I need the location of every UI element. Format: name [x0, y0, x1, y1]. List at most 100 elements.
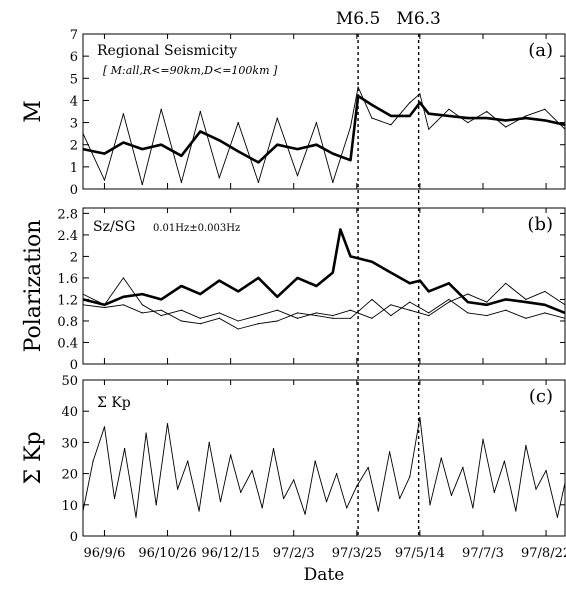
y-tick-label-a: 5 [70, 72, 78, 87]
data-point-a-0 [103, 152, 106, 155]
y-tick-label-b: 2.8 [57, 207, 78, 222]
data-point-b-0 [332, 271, 334, 274]
series-line-a-1 [82, 86, 566, 186]
data-point-b-1 [199, 317, 201, 319]
data-point-a-0 [448, 115, 450, 117]
data-point-a-0 [332, 152, 334, 155]
data-point-c-0 [251, 469, 253, 472]
data-point-b-2 [525, 317, 527, 319]
panel-label-a: (a) [528, 40, 553, 61]
data-point-a-1 [505, 126, 507, 128]
event-marker-label: M6.5 [336, 9, 380, 29]
data-point-b-0 [371, 261, 373, 263]
panel-frame-a [82, 33, 566, 190]
y-tick-label-b: 1.2 [57, 293, 78, 308]
data-point-a-0 [371, 104, 373, 106]
y-tick-label-a: 3 [70, 117, 78, 132]
data-point-c-0 [367, 466, 369, 468]
data-point-a-0 [349, 159, 352, 161]
data-point-b-0 [448, 282, 450, 284]
data-point-a-0 [141, 148, 143, 150]
data-point-c-0 [409, 476, 411, 478]
data-point-a-0 [467, 117, 469, 119]
data-point-b-0 [276, 296, 278, 298]
data-point-c-0 [377, 510, 379, 512]
data-point-c-0 [336, 473, 338, 475]
y-tick-label-c: 10 [61, 499, 78, 514]
data-point-a-1 [544, 108, 546, 110]
y-tick-label-a: 1 [70, 161, 78, 176]
data-point-c-0 [356, 485, 358, 487]
data-point-b-0 [82, 298, 84, 301]
x-tick-label: 97/5/14 [395, 546, 445, 561]
data-point-b-1 [141, 304, 143, 306]
data-point-c-0 [440, 457, 442, 459]
data-point-b-0 [141, 293, 143, 295]
data-point-a-0 [237, 150, 239, 152]
data-point-a-0 [276, 144, 278, 146]
panel-label-c: (c) [529, 386, 553, 407]
data-point-a-0 [409, 115, 411, 117]
data-point-a-0 [160, 144, 162, 146]
data-point-b-1 [237, 320, 239, 322]
data-point-a-0 [296, 148, 299, 150]
data-point-b-1 [390, 304, 392, 306]
data-point-a-0 [315, 144, 318, 146]
data-point-b-0 [544, 304, 546, 306]
data-point-b-0 [486, 304, 488, 306]
x-tick-label: 96/12/15 [201, 546, 259, 561]
data-point-a-1 [276, 117, 278, 119]
data-point-c-0 [103, 426, 106, 428]
data-point-b-0 [390, 271, 392, 274]
data-point-c-0 [187, 460, 189, 462]
panel-frame-c [82, 379, 566, 537]
data-point-b-1 [218, 312, 220, 314]
data-point-b-1 [180, 309, 183, 311]
data-point-b-0 [467, 301, 469, 303]
y-axis-label-b: Polarization [21, 220, 46, 353]
data-point-c-0 [493, 491, 495, 493]
y-tick-label-b: 0.4 [57, 336, 78, 351]
data-point-b-2 [296, 312, 299, 314]
data-point-a-1 [82, 133, 84, 135]
data-point-b-1 [160, 314, 162, 317]
data-point-a-1 [296, 175, 299, 177]
data-point-b-2 [467, 312, 469, 314]
data-point-c-0 [304, 513, 306, 515]
data-point-b-2 [315, 314, 318, 317]
y-tick-label-c: 40 [61, 405, 78, 420]
data-point-a-1 [419, 93, 421, 95]
data-point-a-1 [122, 113, 124, 115]
data-point-b-2 [390, 314, 392, 317]
data-point-a-0 [486, 117, 488, 119]
panel-title-b: Sz/SG [93, 219, 135, 235]
data-point-b-2 [486, 314, 488, 317]
data-point-b-1 [428, 314, 430, 317]
data-point-c-0 [564, 482, 566, 484]
panel-title-c: Σ Kp [97, 395, 131, 411]
data-point-b-0 [218, 280, 220, 282]
series-line-b-1 [82, 277, 566, 322]
data-point-b-0 [296, 277, 299, 279]
data-point-b-1 [296, 317, 299, 319]
data-point-c-0 [92, 460, 94, 462]
data-point-c-0 [82, 510, 84, 512]
data-point-b-1 [467, 293, 469, 295]
data-point-a-1 [237, 121, 239, 124]
data-point-c-0 [293, 479, 295, 481]
data-point-a-1 [199, 110, 201, 113]
data-point-b-0 [564, 312, 566, 314]
data-point-a-0 [257, 161, 259, 164]
data-point-a-1 [486, 110, 488, 113]
data-point-a-1 [257, 181, 259, 183]
data-point-a-1 [180, 181, 183, 183]
y-tick-label-b: 0.8 [57, 315, 78, 330]
data-point-a-1 [349, 126, 352, 128]
data-point-b-2 [199, 323, 201, 325]
data-point-a-1 [448, 108, 450, 110]
data-point-c-0 [124, 448, 126, 450]
data-point-b-1 [82, 293, 84, 295]
series-line-b-2 [82, 298, 566, 330]
data-point-a-0 [218, 139, 220, 141]
y-tick-label-a: 6 [70, 50, 78, 65]
